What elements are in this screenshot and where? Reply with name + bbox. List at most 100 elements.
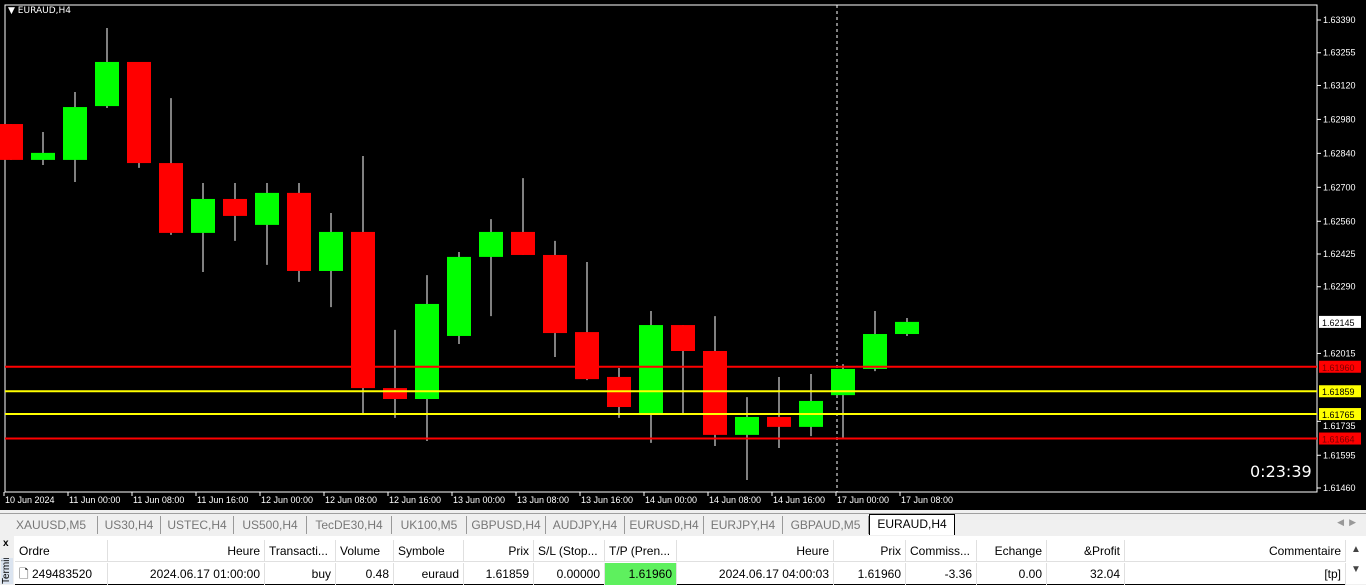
- tab-eurusd-h4[interactable]: EURUSD,H4: [625, 516, 704, 534]
- time-label: 11 Jun 16:00: [197, 495, 248, 505]
- price-level-tag: [1319, 408, 1361, 421]
- order-id: 249483520: [31, 567, 93, 581]
- table-cell: euraud: [394, 563, 464, 585]
- price-tick-label: 1.63390: [1323, 15, 1356, 25]
- column-header[interactable]: T/P (Pren...: [605, 540, 677, 562]
- column-header[interactable]: Heure: [108, 540, 265, 562]
- column-header[interactable]: Volume: [336, 540, 394, 562]
- price-tick-label: 1.62700: [1323, 182, 1356, 192]
- column-header[interactable]: Prix: [834, 540, 906, 562]
- bull-candle: [415, 303, 439, 400]
- price-tick-label: 1.61460: [1323, 483, 1356, 493]
- column-header[interactable]: &Profit: [1047, 540, 1125, 562]
- bull-candle: [447, 256, 471, 336]
- price-tick-label: 1.62980: [1323, 114, 1356, 124]
- bull-candle: [863, 334, 887, 369]
- bar-timer: 0:23:39: [1250, 462, 1312, 481]
- time-label: 17 Jun 00:00: [837, 495, 889, 505]
- bull-candle: [895, 321, 919, 335]
- column-header[interactable]: Heure: [677, 540, 834, 562]
- chart-tabs: XAUUSD,M5 US30,H4 USTEC,H4 US500,H4 TecDE30,…: [0, 513, 1366, 535]
- bull-candle: [479, 231, 503, 257]
- column-header[interactable]: S/L (Stop...: [534, 540, 605, 562]
- bull-candle: [735, 416, 759, 435]
- tab-gbpaud-m5[interactable]: GBPAUD,M5: [783, 516, 869, 534]
- price-tick-label: 1.62425: [1323, 249, 1356, 259]
- price-tick-label: 1.61595: [1323, 450, 1356, 460]
- chart-symbol-label[interactable]: ▼ EURAUD,H4: [8, 6, 71, 16]
- time-label: 14 Jun 16:00: [773, 495, 825, 505]
- price-tick-label: 1.62290: [1323, 282, 1356, 292]
- time-label: 11 Jun 08:00: [133, 495, 184, 505]
- bear-candle: [0, 124, 23, 160]
- bear-candle: [703, 350, 727, 435]
- bear-candle: [767, 416, 791, 427]
- time-label: 12 Jun 08:00: [325, 495, 377, 505]
- current-price-tag: [1319, 315, 1361, 328]
- tab-xauusd-m5[interactable]: XAUUSD,M5: [5, 516, 98, 534]
- bull-candle: [639, 325, 663, 414]
- tab-ustec-h4[interactable]: USTEC,H4: [161, 516, 234, 534]
- price-tick-label: 1.62560: [1323, 216, 1356, 226]
- column-header[interactable]: Commiss...: [906, 540, 977, 562]
- terminal-sidebar: x Terminal: [0, 536, 14, 584]
- tab-eurjpy-h4[interactable]: EURJPY,H4: [704, 516, 783, 534]
- time-label: 13 Jun 08:00: [517, 495, 569, 505]
- table-cell: [tp]: [1125, 563, 1346, 585]
- time-label: 14 Jun 08:00: [709, 495, 761, 505]
- time-label: 13 Jun 00:00: [453, 495, 505, 505]
- price-level-label: 1.61859: [1322, 387, 1355, 397]
- column-header[interactable]: Transacti...: [265, 540, 336, 562]
- bull-candle: [95, 61, 119, 107]
- time-label: 17 Jun 08:00: [901, 495, 953, 505]
- price-level-label: 1.61960: [1322, 363, 1355, 373]
- symbol-text: EURAUD,H4: [17, 6, 71, 16]
- close-terminal-button[interactable]: x: [3, 538, 9, 549]
- price-level-label: 1.61664: [1322, 435, 1355, 445]
- bear-candle: [511, 231, 535, 255]
- table-cell: 0.48: [336, 563, 394, 585]
- bull-candle: [63, 107, 87, 160]
- bear-candle: [351, 231, 375, 389]
- price-chart[interactable]: 1.61960 1.61859 1.61765 1.61664 1.62145 1.633…: [0, 0, 1366, 510]
- tab-us500-h4[interactable]: US500,H4: [234, 516, 307, 534]
- table-cell: -3.36: [906, 563, 977, 585]
- bear-candle: [383, 388, 407, 400]
- tab-gbpusd-h4[interactable]: GBPUSD,H4: [467, 516, 546, 534]
- column-header[interactable]: Prix: [464, 540, 534, 562]
- table-cell: 1.61859: [464, 563, 534, 585]
- table-row[interactable]: 🗋 249483520 2024.06.17 01:00:00 buy 0.48 eur…: [15, 563, 1346, 585]
- plot-border: [4, 4, 1318, 493]
- terminal-panel: x Terminal Ordre Heure Transacti... Volume S…: [0, 536, 1366, 585]
- tab-uk100-m5[interactable]: UK100,M5: [392, 516, 467, 534]
- table-cell: 0.00000: [534, 563, 605, 585]
- time-label: 12 Jun 16:00: [389, 495, 441, 505]
- tab-us30-h4[interactable]: US30,H4: [98, 516, 161, 534]
- column-header[interactable]: Echange: [977, 540, 1047, 562]
- table-cell: 2024.06.17 04:00:03: [677, 563, 834, 585]
- table-scrollbar[interactable]: ▲ ▼: [1351, 544, 1361, 575]
- history-table-header: Ordre Heure Transacti... Volume Symbole Prix S…: [15, 540, 1346, 562]
- table-cell: 0.00: [977, 563, 1047, 585]
- price-tick-label: 1.63120: [1323, 80, 1356, 90]
- column-header[interactable]: Commentaire: [1125, 540, 1346, 562]
- tab-tecde30-h4[interactable]: TecDE30,H4: [307, 516, 392, 534]
- time-label: 10 Jun 2024: [5, 495, 55, 505]
- bear-candle: [127, 61, 151, 164]
- bear-candle: [287, 192, 311, 271]
- bull-candle: [255, 192, 279, 225]
- tab-audjpy-h4[interactable]: AUDJPY,H4: [546, 516, 625, 534]
- bull-candle: [191, 198, 215, 233]
- column-header[interactable]: Symbole: [394, 540, 464, 562]
- table-cell: 1.61960: [605, 563, 677, 585]
- candlestick-chart[interactable]: 1.61960 1.61859 1.61765 1.61664 1.62145 1.633…: [0, 0, 1366, 510]
- current-price-label: 1.62145: [1322, 318, 1355, 328]
- tab-euraud-h4[interactable]: EURAUD,H4: [869, 514, 955, 535]
- price-level-tag: [1319, 385, 1361, 398]
- bear-candle: [671, 325, 695, 351]
- tab-scroll-arrows[interactable]: ◀ ▶: [1337, 517, 1356, 527]
- column-header[interactable]: Ordre: [15, 540, 108, 562]
- table-cell: 32.04: [1047, 563, 1125, 585]
- terminal-label: Terminal: [1, 558, 13, 584]
- price-level-label: 1.61765: [1322, 410, 1355, 420]
